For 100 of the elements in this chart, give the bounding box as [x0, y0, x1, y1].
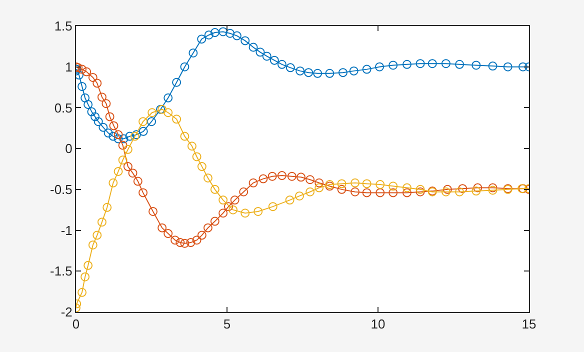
- point: [376, 188, 385, 198]
- point: [337, 179, 346, 188]
- point: [248, 42, 258, 52]
- point: [138, 126, 148, 136]
- point: [78, 64, 87, 74]
- point: [337, 184, 346, 194]
- point: [80, 93, 90, 102]
- point: [80, 272, 90, 282]
- point: [147, 117, 156, 126]
- point: [262, 52, 272, 61]
- y-tick-label: -1: [60, 222, 72, 238]
- point: [240, 208, 250, 218]
- point: [108, 178, 118, 188]
- point: [458, 184, 468, 194]
- point: [197, 230, 206, 240]
- point: [114, 134, 123, 144]
- point: [294, 191, 304, 200]
- point: [270, 56, 279, 65]
- point: [455, 187, 464, 196]
- point: [518, 62, 528, 72]
- point: [78, 288, 87, 297]
- point: [114, 130, 123, 140]
- point: [88, 240, 98, 250]
- point: [204, 30, 214, 40]
- point: [230, 196, 240, 205]
- point: [210, 216, 220, 226]
- point: [98, 122, 108, 132]
- point: [218, 196, 228, 205]
- y-tick-label: -1.5: [50, 264, 72, 279]
- point: [218, 27, 228, 36]
- point: [277, 171, 286, 180]
- point: [442, 184, 452, 194]
- point: [108, 132, 118, 141]
- point: [138, 117, 148, 126]
- point: [472, 60, 481, 70]
- point: [349, 66, 358, 76]
- point: [224, 202, 234, 212]
- point: [87, 107, 96, 116]
- point: [455, 60, 464, 69]
- point: [286, 63, 295, 72]
- point: [416, 59, 425, 68]
- point: [123, 162, 132, 172]
- point: [416, 187, 425, 196]
- point: [180, 238, 190, 248]
- point: [296, 66, 305, 76]
- point: [277, 60, 286, 69]
- point: [109, 121, 118, 130]
- point: [84, 100, 93, 109]
- point: [488, 186, 498, 195]
- point: [186, 238, 196, 248]
- point: [133, 176, 142, 186]
- point: [441, 59, 450, 68]
- point: [170, 236, 180, 245]
- point: [84, 260, 93, 270]
- point: [325, 68, 334, 78]
- point: [203, 223, 212, 232]
- point: [314, 183, 324, 192]
- point: [119, 134, 128, 144]
- point: [441, 187, 450, 196]
- point: [256, 48, 265, 57]
- point: [187, 142, 196, 151]
- x-tick-label: 5: [223, 316, 231, 332]
- point: [176, 238, 185, 248]
- point: [148, 206, 158, 216]
- point: [125, 132, 134, 141]
- point: [314, 178, 324, 188]
- point: [180, 62, 190, 72]
- point: [388, 60, 398, 70]
- point: [78, 82, 87, 91]
- point: [304, 68, 314, 78]
- point: [158, 223, 167, 232]
- point: [287, 172, 296, 181]
- point: [254, 206, 263, 216]
- y-tick-label: -2: [60, 304, 72, 320]
- point: [296, 172, 306, 182]
- point: [76, 70, 84, 80]
- point: [228, 205, 238, 214]
- point: [88, 72, 98, 82]
- point: [118, 140, 128, 150]
- point: [210, 184, 220, 194]
- point: [416, 184, 425, 194]
- point: [313, 68, 322, 78]
- y-tick-label: 1.5: [54, 18, 72, 34]
- point: [285, 196, 294, 205]
- x-tick-label: 10: [370, 316, 386, 332]
- point: [128, 168, 138, 178]
- point: [97, 218, 106, 227]
- point: [94, 117, 103, 126]
- point: [118, 156, 128, 165]
- y-tick-label: 0: [65, 141, 72, 156]
- point: [503, 62, 512, 72]
- point: [240, 36, 250, 46]
- point: [188, 48, 198, 58]
- point: [114, 166, 123, 176]
- point: [428, 59, 437, 68]
- point: [102, 202, 112, 212]
- y-tick-label: 0.5: [54, 100, 72, 116]
- point: [375, 62, 384, 72]
- point: [388, 182, 398, 191]
- point: [362, 188, 372, 198]
